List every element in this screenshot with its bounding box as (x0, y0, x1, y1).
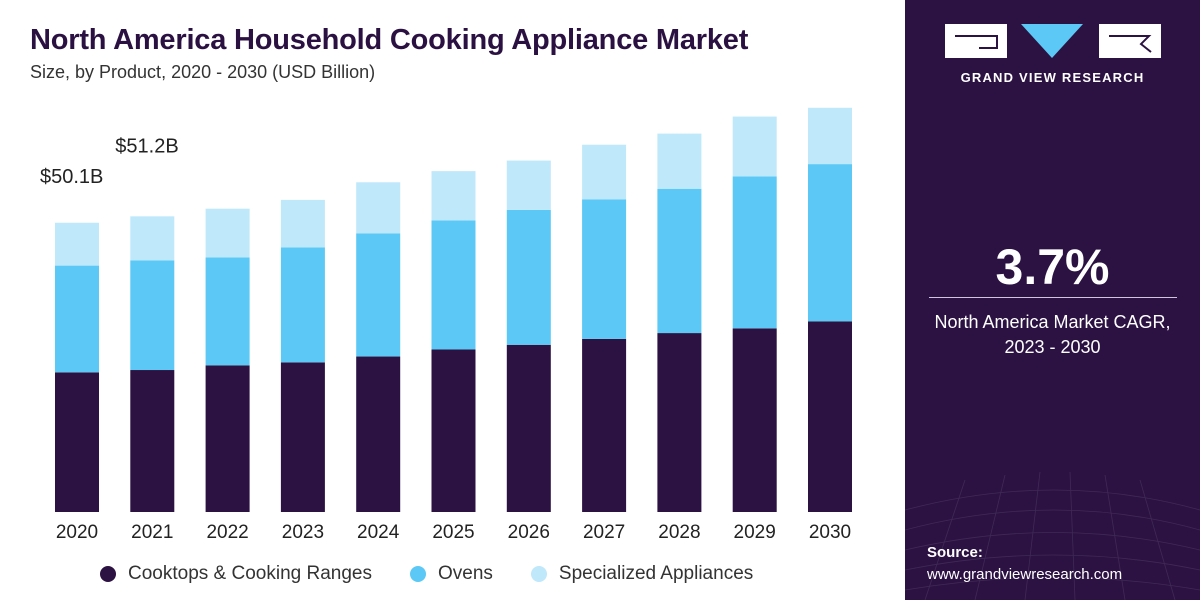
x-tick-label: 2022 (206, 522, 248, 543)
legend-item: Specialized Appliances (530, 563, 754, 585)
legend-swatch (100, 566, 116, 582)
bar-2024-series-1 (356, 233, 401, 357)
bar-2021-series-2 (130, 216, 175, 261)
x-tick-label: 2026 (508, 522, 550, 543)
x-tick-label: 2020 (56, 522, 98, 543)
bar-2030-series-2 (808, 107, 852, 165)
bar-2025-series-1 (431, 220, 476, 350)
legend-label: Ovens (437, 563, 493, 584)
bar-2026-series-1 (506, 209, 551, 345)
x-tick-label: 2027 (583, 522, 625, 543)
bar-2026-series-2 (506, 160, 551, 210)
chart-title: North America Household Cooking Applianc… (30, 24, 749, 56)
x-tick-label: 2021 (131, 522, 173, 543)
bar-2029-series-2 (732, 116, 777, 177)
bar-2025-series-0 (431, 349, 476, 512)
bar-2026-series-0 (506, 344, 551, 512)
bar-2021-series-0 (130, 370, 175, 512)
bar-2020-series-0 (55, 372, 99, 512)
grand-view-research-logo (945, 24, 1161, 58)
bar-2030-series-0 (808, 321, 852, 512)
info-sidebar: GRAND VIEW RESEARCH 3.7% North America M… (905, 0, 1200, 600)
legend-item: Ovens (409, 563, 493, 585)
data-label-2021: $51.2B (115, 135, 178, 157)
bar-2028-series-2 (657, 133, 702, 189)
bar-2030-series-1 (808, 164, 852, 322)
bar-2023-series-0 (280, 362, 325, 512)
bar-2029-series-0 (732, 328, 777, 512)
data-label-2020: $50.1B (40, 166, 103, 188)
legend-label: Cooktops & Cooking Ranges (128, 563, 372, 584)
bar-2021-series-1 (130, 260, 175, 371)
source-link[interactable]: www.grandviewresearch.com (927, 566, 1123, 583)
x-tick-label: 2023 (282, 522, 324, 543)
legend-swatch (409, 566, 426, 582)
cagr-label-line1: North America Market CAGR, (934, 312, 1171, 332)
bar-2023-series-2 (280, 199, 325, 248)
bar-2027-series-2 (582, 144, 627, 200)
x-tick-label: 2029 (734, 522, 776, 543)
brand-name: GRAND VIEW RESEARCH (960, 70, 1145, 85)
x-tick-label: 2025 (432, 522, 474, 543)
grid-decoration (905, 471, 1200, 600)
bar-2022-series-1 (205, 257, 250, 366)
bar-2027-series-0 (582, 338, 627, 512)
cagr-value: 3.7% (995, 239, 1110, 295)
bar-2020-series-1 (55, 265, 99, 373)
bar-2024-series-0 (356, 356, 401, 512)
legend-swatch (530, 566, 547, 582)
bar-2028-series-0 (657, 333, 702, 512)
bar-2023-series-1 (280, 247, 325, 363)
bar-2027-series-1 (582, 199, 627, 339)
bar-2022-series-2 (205, 208, 250, 258)
bar-2029-series-1 (732, 176, 777, 329)
divider (929, 297, 1177, 298)
x-tick-label: 2028 (658, 522, 700, 543)
bar-2028-series-1 (657, 188, 702, 334)
x-tick-label: 2030 (809, 522, 851, 543)
cagr-label-line2: 2023 - 2030 (1004, 337, 1101, 357)
bar-2025-series-2 (431, 171, 476, 221)
chart-panel: North America Household Cooking Applianc… (30, 24, 852, 585)
bar-2022-series-0 (205, 365, 250, 512)
bar-2024-series-2 (356, 182, 401, 234)
chart-subtitle: Size, by Product, 2020 - 2030 (USD Billi… (30, 62, 376, 82)
source-label: Source: (927, 544, 983, 561)
x-tick-label: 2024 (357, 522, 400, 543)
bar-chart: 2020 $50.1B 2021 $51.2B 2022 2023 2024 2025 2026… (40, 107, 852, 543)
legend-label: Specialized Appliances (558, 563, 754, 584)
bar-2020-series-2 (55, 222, 99, 266)
legend-item: Cooktops & Cooking Ranges (100, 563, 372, 585)
cagr-label: North America Market CAGR, 2023 - 2030 (905, 310, 1200, 360)
chart-legend: Cooktops & Cooking Ranges Ovens Specialize… (100, 563, 791, 585)
